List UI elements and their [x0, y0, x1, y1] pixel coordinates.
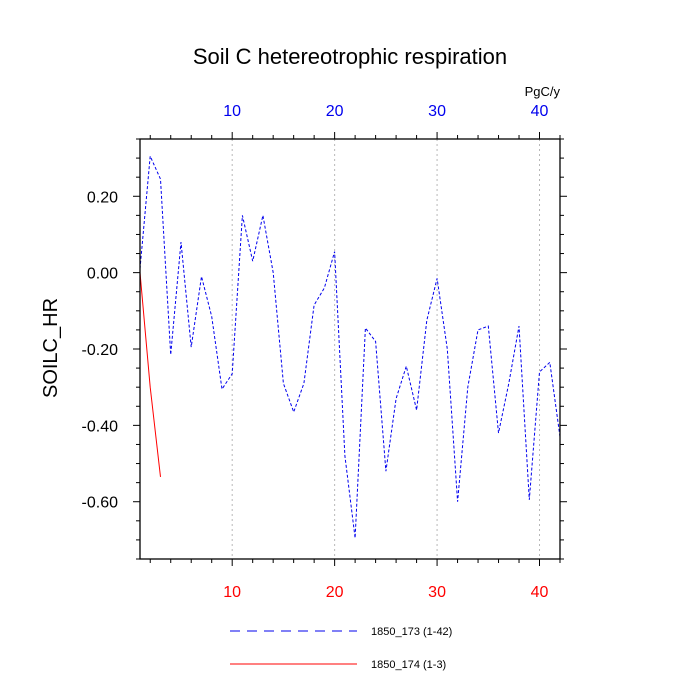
x-tick-label-top: 20 [326, 103, 344, 120]
x-tick-label-top: 30 [428, 103, 446, 120]
legend: 1850_173 (1-42) 1850_174 (1-3) [230, 626, 452, 671]
x-tick-label-bottom: 10 [223, 584, 241, 601]
x-tick-label-top: 10 [223, 103, 241, 120]
y-tick-label: -0.60 [82, 495, 119, 512]
plot-frame [139, 138, 561, 560]
y-tick-label: -0.20 [82, 342, 119, 359]
units-label: PgC/y [525, 84, 561, 99]
y-tick-label: -0.40 [82, 418, 119, 435]
legend-label-2: 1850_174 (1-3) [371, 659, 446, 671]
x-tick-label-bottom: 40 [531, 584, 549, 601]
y-axis-label: SOILC_HR [40, 298, 62, 398]
series-group [139, 154, 561, 539]
chart-title: Soil C hetereotrophic respiration [193, 44, 507, 69]
grid-lines [231, 139, 541, 559]
x-tick-label-bottom: 30 [428, 584, 446, 601]
series-line-2 [139, 272, 161, 477]
y-tick-label: 0.00 [87, 266, 118, 283]
y-tick-label: 0.20 [87, 189, 118, 206]
series-line-1 [139, 154, 561, 539]
legend-label-1: 1850_173 (1-42) [371, 626, 452, 638]
x-tick-label-bottom: 20 [326, 584, 344, 601]
tick-labels: 10 10 20 20 30 30 40 40 0.20 0.00 -0.20 -0.40 -0.60 [82, 103, 549, 601]
axis-ticks [133, 132, 567, 566]
x-tick-label-top: 40 [531, 103, 549, 120]
